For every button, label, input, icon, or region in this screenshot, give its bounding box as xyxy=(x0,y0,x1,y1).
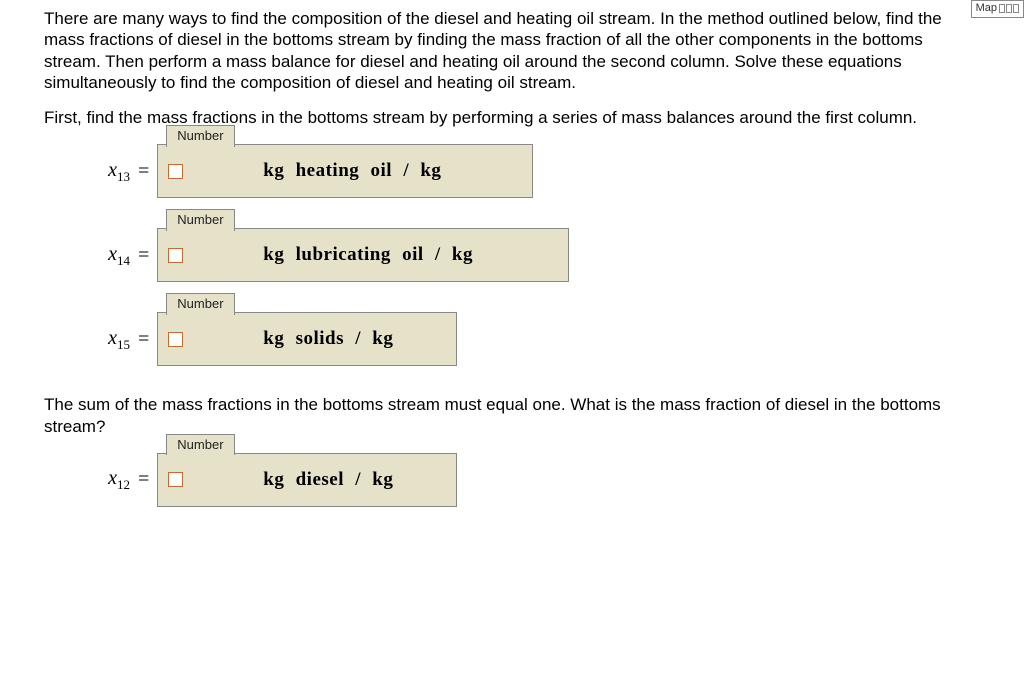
map-badge: Map xyxy=(971,0,1024,18)
number-tag: Number xyxy=(166,125,234,146)
input-row-x13: x13 = Number kg heating oil / kg xyxy=(82,142,980,200)
field-box-x14: Number kg lubricating oil / kg xyxy=(157,228,569,282)
answer-input-x13[interactable] xyxy=(168,164,183,179)
variable-label-x12: x12 xyxy=(82,466,136,493)
equals-sign: = xyxy=(136,159,157,184)
instruction-paragraph-1: There are many ways to find the composit… xyxy=(44,8,980,93)
answer-input-x15[interactable] xyxy=(168,332,183,347)
input-row-x15: x15 = Number kg solids / kg xyxy=(82,310,980,368)
equals-sign: = xyxy=(136,467,157,492)
answer-input-x12[interactable] xyxy=(168,472,183,487)
instruction-paragraph-3: The sum of the mass fractions in the bot… xyxy=(44,394,980,437)
map-label: Map xyxy=(976,2,997,16)
variable-label-x13: x13 xyxy=(82,158,136,185)
field-box-x15: Number kg solids / kg xyxy=(157,312,457,366)
unit-label-x15: kg solids / kg xyxy=(263,327,393,351)
unit-label-x12: kg diesel / kg xyxy=(263,468,393,492)
input-row-x12: x12 = Number kg diesel / kg xyxy=(82,451,980,509)
equals-sign: = xyxy=(136,243,157,268)
answer-input-x14[interactable] xyxy=(168,248,183,263)
number-tag: Number xyxy=(166,434,234,455)
field-box-x13: Number kg heating oil / kg xyxy=(157,144,533,198)
unit-label-x14: kg lubricating oil / kg xyxy=(263,243,473,267)
equals-sign: = xyxy=(136,327,157,352)
unit-label-x13: kg heating oil / kg xyxy=(263,159,441,183)
number-tag: Number xyxy=(166,209,234,230)
variable-label-x14: x14 xyxy=(82,242,136,269)
number-tag: Number xyxy=(166,293,234,314)
field-box-x12: Number kg diesel / kg xyxy=(157,453,457,507)
input-row-x14: x14 = Number kg lubricating oil / kg xyxy=(82,226,980,284)
variable-label-x15: x15 xyxy=(82,326,136,353)
map-icon xyxy=(999,4,1019,13)
